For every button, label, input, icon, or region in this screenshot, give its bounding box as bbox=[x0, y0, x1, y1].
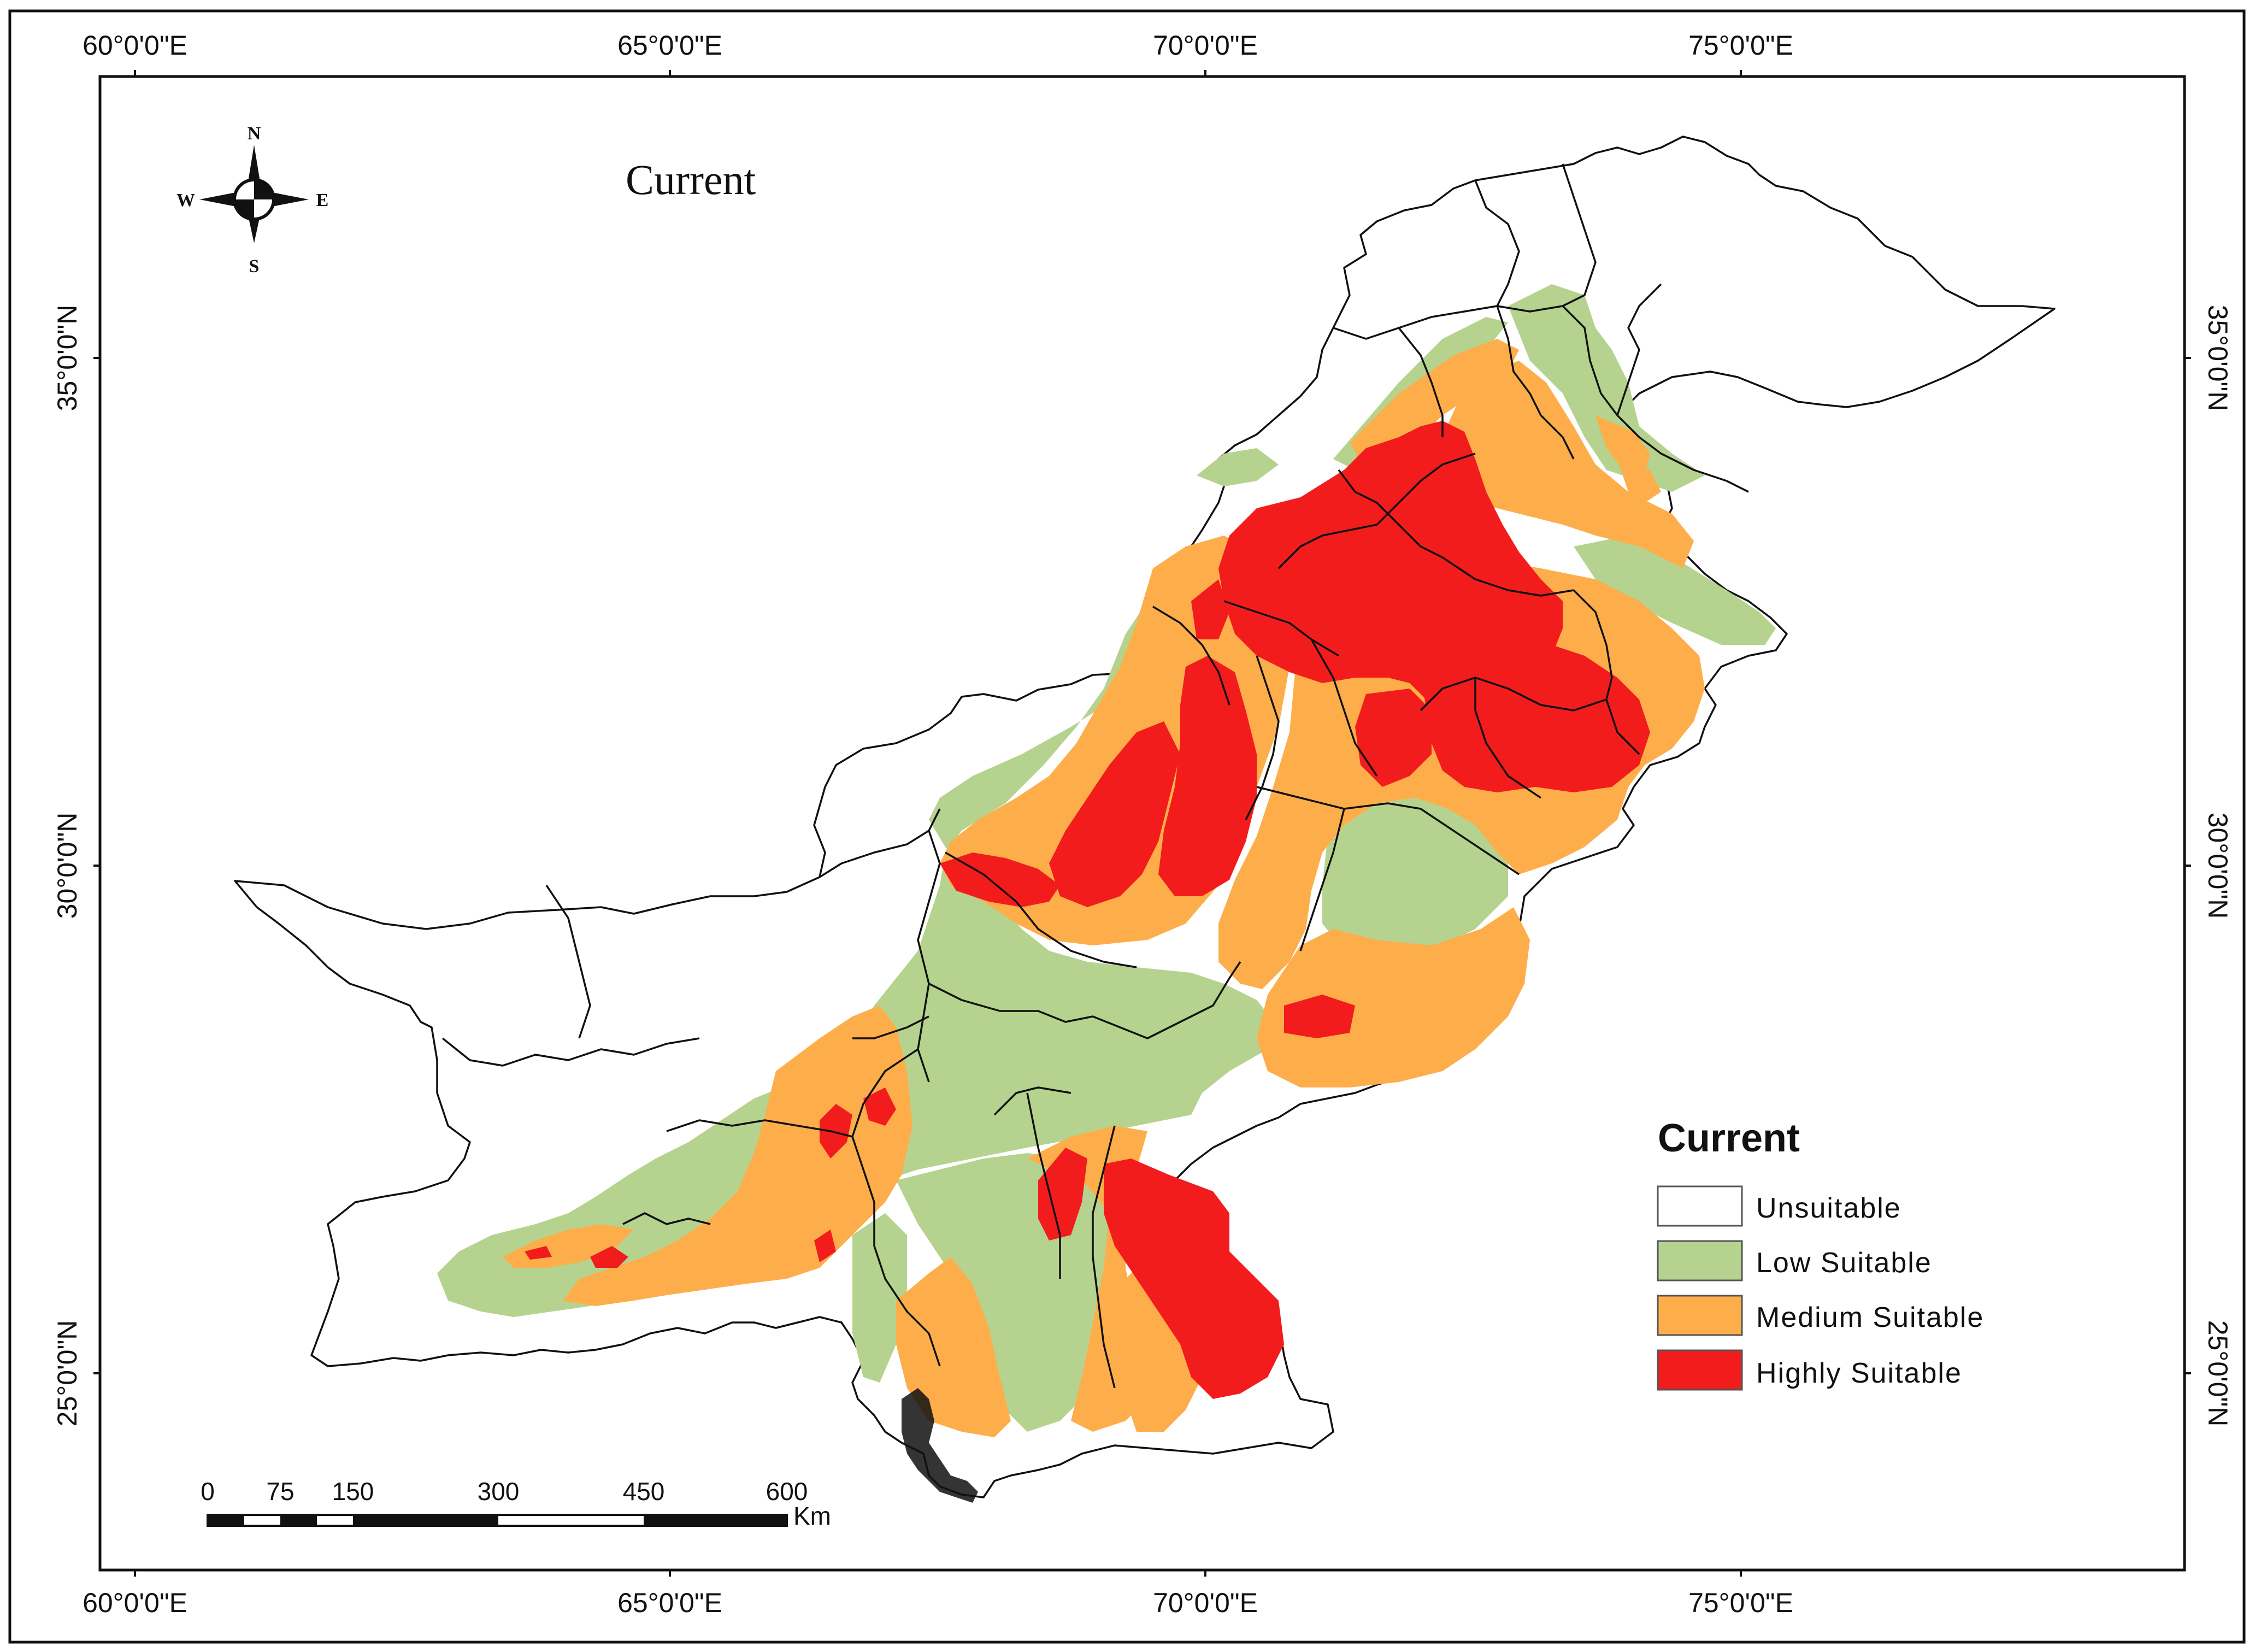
country-outline bbox=[234, 136, 2056, 1498]
lat-label-left-25: 25°0'0"N bbox=[52, 1320, 83, 1427]
lat-label-right-35: 35°0'0"N bbox=[2203, 305, 2233, 411]
lon-label-top-60: 60°0'0"E bbox=[83, 30, 187, 61]
legend-label-low: Low Suitable bbox=[1756, 1247, 1932, 1279]
lon-label-top-75: 75°0'0"E bbox=[1688, 30, 1793, 61]
legend-title: Current bbox=[1658, 1116, 1800, 1160]
outer-frame bbox=[8, 9, 2246, 1644]
lon-label-top-70: 70°0'0"E bbox=[1153, 30, 1258, 61]
legend-label-high: Highly Suitable bbox=[1756, 1357, 1962, 1389]
lon-label-bottom-75: 75°0'0"E bbox=[1688, 1588, 1793, 1618]
legend-swatch-medium bbox=[1657, 1295, 1743, 1336]
legend-label-medium: Medium Suitable bbox=[1756, 1302, 1984, 1333]
map-title: Current bbox=[626, 156, 756, 203]
lon-label-bottom-65: 65°0'0"E bbox=[617, 1588, 722, 1618]
suitability-map bbox=[234, 136, 2056, 1503]
lat-label-left-35: 35°0'0"N bbox=[52, 305, 83, 411]
lon-label-bottom-60: 60°0'0"E bbox=[83, 1588, 187, 1618]
map-frame bbox=[98, 75, 2186, 1572]
admin-boundaries bbox=[441, 163, 1749, 1389]
legend-swatch-low bbox=[1657, 1240, 1743, 1281]
compass-north-label: N bbox=[248, 124, 261, 144]
scale-tick-600: 600 bbox=[766, 1477, 808, 1506]
legend-swatch-high bbox=[1657, 1349, 1743, 1391]
legend-swatch-unsuitable bbox=[1657, 1185, 1743, 1227]
lat-label-left-30: 30°0'0"N bbox=[52, 813, 83, 919]
scale-tick-450: 450 bbox=[623, 1477, 665, 1506]
compass-east-label: E bbox=[316, 190, 329, 210]
scale-tick-0: 0 bbox=[201, 1477, 215, 1506]
lon-label-bottom-70: 70°0'0"E bbox=[1153, 1588, 1258, 1618]
scale-bar: 0 75 150 300 450 600 Km bbox=[201, 1477, 831, 1530]
legend-label-unsuitable: Unsuitable bbox=[1756, 1192, 1901, 1224]
legend: Current Unsuitable Low Suitable Medium S… bbox=[1657, 1116, 1984, 1391]
compass-west-label: W bbox=[176, 190, 195, 210]
north-arrow-icon bbox=[199, 145, 309, 243]
scale-tick-150: 150 bbox=[332, 1477, 374, 1506]
lat-label-right-30: 30°0'0"N bbox=[2203, 813, 2233, 919]
scale-tick-300: 300 bbox=[478, 1477, 520, 1506]
scale-tick-75: 75 bbox=[266, 1477, 294, 1506]
compass-south-label: S bbox=[249, 256, 260, 277]
indus-delta-coast bbox=[902, 1388, 978, 1503]
highly-suitable-zones bbox=[525, 421, 1650, 1399]
lon-label-top-65: 65°0'0"E bbox=[617, 30, 722, 61]
graticule-ticks bbox=[93, 70, 2191, 1577]
lat-label-right-25: 25°0'0"N bbox=[2203, 1320, 2233, 1427]
scale-unit: Km bbox=[793, 1502, 831, 1530]
